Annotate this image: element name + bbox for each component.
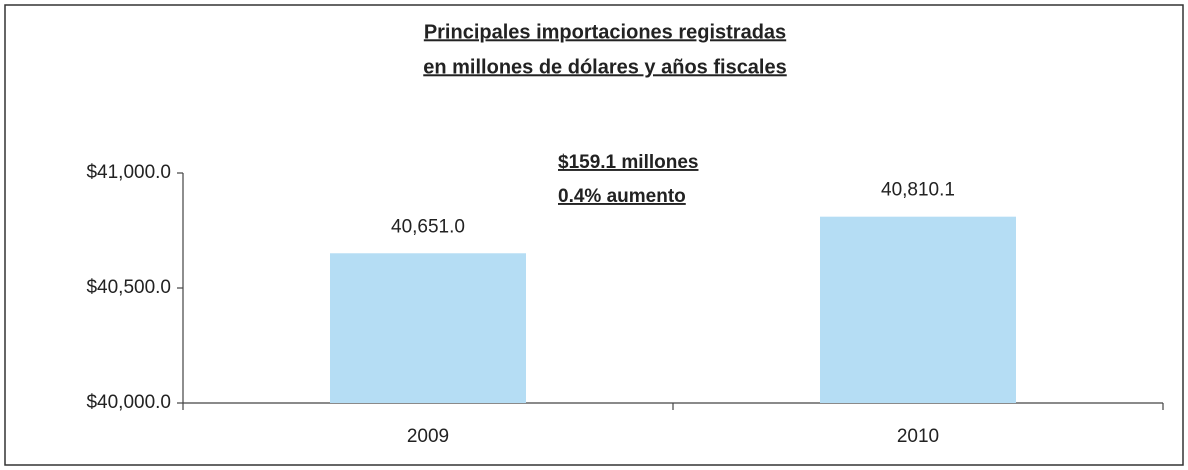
data-label: 40,651.0	[391, 216, 465, 237]
bar	[820, 216, 1016, 403]
x-tick-label: 2009	[407, 426, 449, 447]
x-tick-label: 2010	[897, 426, 939, 447]
y-tick-label: $40,500.0	[86, 277, 171, 298]
chart-title: en millones de dólares y años fiscales	[423, 56, 787, 78]
bar	[330, 253, 526, 403]
data-label: 40,810.1	[881, 180, 955, 201]
y-tick-label: $40,000.0	[86, 392, 171, 413]
y-tick-label: $41,000.0	[86, 162, 171, 183]
annotation: 0.4% aumento	[558, 186, 686, 207]
annotation: $159.1 millones	[558, 152, 698, 173]
chart-title: Principales importaciones registradas	[424, 21, 786, 43]
